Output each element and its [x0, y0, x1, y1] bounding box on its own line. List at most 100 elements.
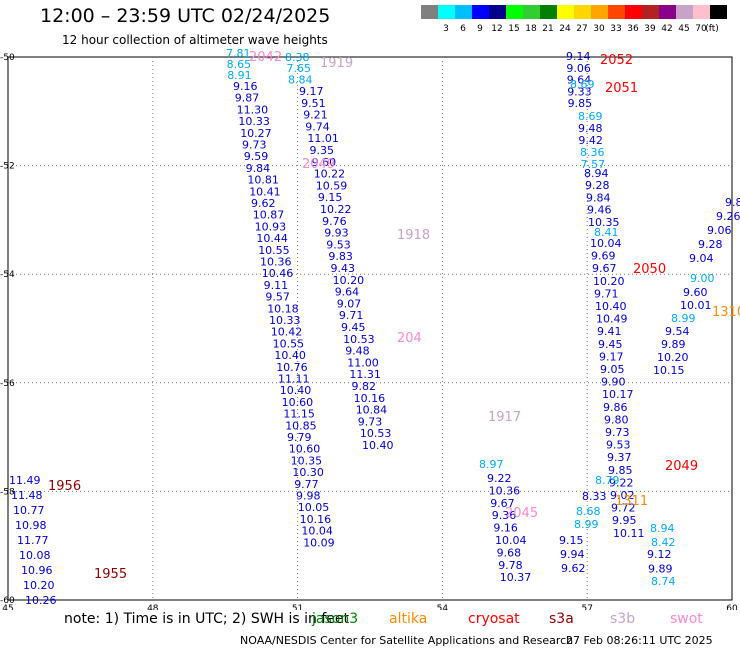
note-text: note: 1) Time is in UTC; 2) SWH is in fe… — [64, 611, 350, 627]
wave-height-value: 10.16 — [354, 392, 386, 405]
wave-height-value: 9.41 — [597, 325, 622, 338]
wave-height-value: 9.06 — [566, 62, 591, 75]
wave-height-value: 10.22 — [314, 168, 346, 181]
wave-height-value: 10.93 — [255, 220, 287, 233]
wave-height-value: 10.15 — [653, 364, 685, 377]
latitude-tick-label: -60 — [0, 596, 15, 606]
wave-height-value: 10.60 — [282, 396, 314, 409]
wave-height-value: 9.42 — [578, 134, 603, 147]
wave-height-value: 10.20 — [657, 351, 689, 364]
wave-height-value: 10.46 — [262, 267, 294, 280]
wave-height-value: 10.81 — [247, 174, 279, 187]
wave-height-value: 9.76 — [322, 215, 347, 228]
wave-height-value: 10.53 — [343, 333, 375, 346]
legend-cryosat: cryosat — [468, 611, 520, 627]
wave-height-value: 10.53 — [360, 427, 392, 440]
track-time-label: 1918 — [397, 228, 430, 243]
wave-height-value: 10.55 — [273, 337, 305, 350]
track-time-label: 2045 — [505, 506, 538, 521]
legend-s3b: s3b — [610, 611, 636, 627]
wave-height-value: 9.90 — [601, 376, 626, 389]
wave-height-value: 10.04 — [301, 525, 333, 538]
colorbar-unit: (ft) — [705, 24, 719, 34]
legend-swot: swot — [670, 611, 703, 627]
wave-height-value: 9.16 — [493, 522, 518, 535]
colorbar-tick-label: 6 — [460, 24, 466, 34]
colorbar-swatch — [540, 5, 557, 19]
legend-jason3: jason3 — [312, 611, 359, 627]
wave-height-value: 9.11 — [264, 279, 289, 292]
wave-height-value: 9.79 — [287, 431, 312, 444]
colorbar-swatch — [523, 5, 540, 19]
colorbar-tick-label: 18 — [525, 24, 537, 34]
colorbar-swatch — [591, 5, 608, 19]
wave-height-value: 10.49 — [596, 313, 628, 326]
wave-height-value: 9.73 — [358, 415, 383, 428]
wave-height-value: 8.97 — [479, 458, 504, 471]
wave-height-value: 10.36 — [489, 484, 520, 497]
colorbar-swatch — [472, 5, 489, 19]
wave-height-value: 9.80 — [604, 413, 629, 426]
track-time-label: 2042 — [249, 50, 282, 65]
wave-height-value: 9.73 — [605, 426, 630, 439]
latitude-tick-label: -50 — [0, 53, 15, 63]
wave-height-value: 10.26 — [25, 594, 57, 607]
legend-s3a: s3a — [549, 611, 574, 627]
wave-height-value: 10.09 — [303, 536, 335, 549]
wave-height-value: 10.96 — [21, 564, 53, 577]
wave-height-value: 8.68 — [576, 505, 601, 518]
wave-height-value: 10.85 — [285, 419, 317, 432]
wave-height-value: 9.89 — [648, 563, 673, 576]
wave-height-value: 10.98 — [15, 519, 47, 532]
wave-height-value: 11.31 — [349, 368, 381, 381]
wave-height-value: 9.71 — [594, 287, 619, 300]
wave-height-value: 9.77 — [294, 478, 319, 491]
colorbar-tick-label: 45 — [678, 24, 689, 34]
wave-height-value: 9.78 — [498, 559, 523, 572]
wave-height-value: 9.85 — [608, 464, 633, 477]
wave-height-map: 45 48 51 54 57 60-50-52-54-56-58-607.818.658.… — [0, 47, 740, 610]
wave-height-value: 9.62 — [561, 562, 586, 575]
wave-height-value: 10.33 — [269, 314, 301, 327]
wave-height-value: 9.62 — [251, 197, 276, 210]
wave-height-value: 9.00 — [690, 272, 715, 285]
wave-height-value: 11.48 — [11, 489, 43, 502]
wave-height-value: 10.08 — [19, 549, 51, 562]
wave-height-value: 9.45 — [341, 321, 366, 334]
wave-height-value: 10.36 — [260, 256, 292, 269]
wave-height-colorbar: 3 6 9 12 15 18 21 24 27 30 33 36 39 42 45 70(ft) — [421, 5, 727, 34]
track-time-label: 1919 — [320, 56, 353, 71]
wave-height-value: 9.14 — [566, 50, 591, 63]
note-row: note: 1) Time is in UTC; 2) SWH is in fe… — [0, 611, 740, 631]
wave-height-value: 9.12 — [647, 548, 672, 561]
wave-height-value: 9.45 — [598, 338, 623, 351]
colorbar-swatch — [506, 5, 523, 19]
colorbar-swatch — [642, 5, 659, 19]
colorbar-swatch — [438, 5, 455, 19]
track-time-label: 2049 — [302, 157, 335, 172]
wave-height-value: 9.04 — [689, 252, 714, 265]
wave-height-value: 10.27 — [240, 127, 272, 140]
wave-height-value: 8.94 — [650, 522, 675, 535]
colorbar-tick-label: 70 — [695, 24, 707, 34]
wave-height-value: 10.04 — [495, 534, 527, 547]
wave-height-value: 9.68 — [497, 546, 521, 559]
wave-height-value: 10.22 — [320, 203, 352, 216]
wave-height-value: 9.95 — [612, 514, 637, 527]
colorbar-swatch — [489, 5, 506, 19]
wave-height-value: 10.55 — [258, 244, 290, 257]
track-time-label: 2050 — [633, 262, 666, 277]
wave-height-value: 11.77 — [17, 534, 49, 547]
wave-height-value: 10.20 — [593, 275, 625, 288]
colorbar-swatch — [421, 5, 438, 19]
wave-height-value: 10.40 — [595, 300, 627, 313]
wave-height-value: 10.42 — [271, 326, 303, 339]
wave-height-value: 9.67 — [592, 262, 617, 275]
wave-height-value: 11.49 — [9, 474, 41, 487]
wave-height-value: 7.65 — [287, 62, 312, 75]
colorbar-tick-label: 9 — [477, 24, 483, 34]
longitude-tick-label: 54 — [437, 604, 449, 610]
wave-height-value: 9.48 — [578, 122, 603, 135]
wave-height-value: 9.84 — [246, 162, 271, 175]
wave-height-value: 8.94 — [584, 167, 609, 180]
